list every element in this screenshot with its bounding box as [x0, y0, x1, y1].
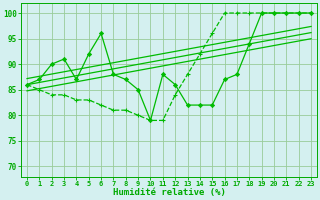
X-axis label: Humidité relative (%): Humidité relative (%): [113, 188, 226, 197]
